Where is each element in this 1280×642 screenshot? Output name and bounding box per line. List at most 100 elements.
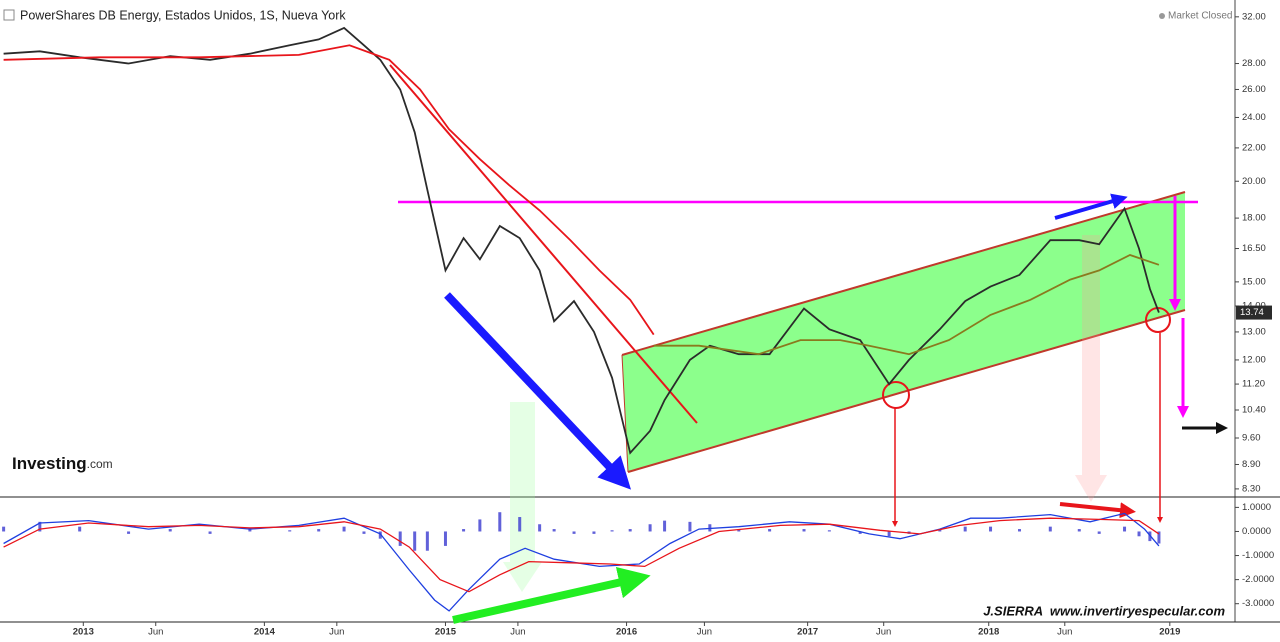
x-tick-label: 2013 <box>73 627 94 638</box>
y-tick-label: 22.00 <box>1242 142 1266 153</box>
faded-arrow <box>510 402 535 562</box>
logo-text: Investing <box>12 454 87 473</box>
histogram-bar <box>572 531 576 534</box>
channel-line <box>621 191 1186 356</box>
last-price-tag <box>1236 305 1272 320</box>
histogram-bar <box>425 531 429 551</box>
y-tick-label: 12.00 <box>1242 354 1266 365</box>
logo: Investing.com <box>12 454 113 473</box>
series-line <box>3 512 1160 612</box>
y-tick-label: 0.0000 <box>1242 526 1271 537</box>
histogram-bar <box>768 529 772 532</box>
x-tick-label: Jun <box>697 627 712 638</box>
y-tick-label: 28.00 <box>1242 58 1266 69</box>
x-tick-label: 2017 <box>797 627 818 638</box>
series-line <box>3 26 1160 455</box>
histogram-bar <box>478 519 482 532</box>
status-dot <box>1159 13 1165 19</box>
y-tick-label: 16.50 <box>1242 243 1266 254</box>
histogram-bar <box>342 526 346 532</box>
y-tick-label: 15.00 <box>1242 276 1266 287</box>
y-tick-label: 10.40 <box>1242 405 1266 416</box>
x-tick-label: Jun <box>329 627 344 638</box>
histogram-bar <box>443 531 447 546</box>
histogram-bar <box>989 526 993 532</box>
histogram-bar <box>38 521 42 532</box>
highlight-circle <box>882 381 910 409</box>
histogram-bar <box>398 531 402 546</box>
faded-arrow <box>503 562 542 592</box>
chart-title: PowerShares DB Energy, Estados Unidos, 1… <box>20 8 346 22</box>
histogram-bar <box>2 526 6 532</box>
histogram-bar <box>538 524 542 532</box>
x-tick-label: 2016 <box>616 627 637 638</box>
histogram-bar <box>610 530 614 532</box>
histogram-bar <box>362 531 366 534</box>
histogram-bar <box>688 521 692 532</box>
last-price-label: 13.74 <box>1240 307 1264 318</box>
collapse-icon[interactable] <box>3 9 15 21</box>
y-tick-label: 32.00 <box>1242 11 1266 22</box>
x-tick-label: 2014 <box>254 627 276 638</box>
histogram-bar <box>1157 531 1161 544</box>
histogram-bar <box>248 529 252 532</box>
x-tick-label: 2019 <box>1159 627 1180 638</box>
channel-line <box>621 354 629 473</box>
histogram-bar <box>552 529 556 532</box>
x-tick-label: Jun <box>510 627 525 638</box>
arrow <box>1059 502 1136 519</box>
market-status: Market Closed <box>1168 11 1232 22</box>
series-line <box>3 517 1160 593</box>
arrow <box>444 292 631 490</box>
histogram-bar <box>518 517 522 532</box>
faded-arrow <box>1082 235 1100 475</box>
histogram-bar <box>1123 526 1127 532</box>
trend-line <box>389 64 698 424</box>
histogram-bar <box>168 529 172 532</box>
channel-line <box>627 309 1186 473</box>
x-tick-label: Jun <box>1057 627 1072 638</box>
y-tick-label: 18.00 <box>1242 213 1266 224</box>
histogram-bar <box>288 530 292 532</box>
x-tick-label: Jun <box>876 627 891 638</box>
histogram-bar <box>1048 526 1052 532</box>
y-tick-label: 1.0000 <box>1242 502 1271 513</box>
channel <box>622 192 1185 472</box>
histogram-bar <box>317 529 321 532</box>
y-tick-label: 24.00 <box>1242 112 1266 123</box>
histogram-bar <box>887 531 891 537</box>
histogram-bar <box>592 531 596 534</box>
histogram-bar <box>737 529 741 532</box>
histogram-bar <box>1018 529 1022 532</box>
histogram-bar <box>378 531 382 539</box>
logo-suffix: .com <box>87 457 113 471</box>
histogram-bar <box>963 526 967 532</box>
histogram-bar <box>462 529 466 532</box>
x-tick-label: 2015 <box>435 627 457 638</box>
histogram-bar <box>127 531 131 534</box>
x-tick-label: 2018 <box>978 627 999 638</box>
y-tick-label: 8.90 <box>1242 459 1261 470</box>
histogram-bar <box>498 512 502 532</box>
histogram-bar <box>663 520 667 532</box>
histogram-bar <box>628 529 632 532</box>
y-tick-label: -1.0000 <box>1242 550 1274 561</box>
histogram-bar <box>413 531 417 551</box>
y-tick-label: 8.30 <box>1242 483 1261 494</box>
histogram-bar <box>78 526 82 532</box>
histogram-bar <box>1137 531 1141 537</box>
series-line <box>3 44 655 336</box>
credit: J.SIERRA www.invertiryespecular.com <box>983 603 1225 618</box>
histogram-bar <box>1077 529 1081 532</box>
histogram-bar <box>648 524 652 532</box>
y-tick-label: 11.20 <box>1242 379 1265 390</box>
x-tick-label: Jun <box>148 627 163 638</box>
y-tick-label: 20.00 <box>1242 176 1266 187</box>
faded-arrow <box>1075 475 1107 502</box>
y-tick-label: 26.00 <box>1242 84 1266 95</box>
histogram-bar <box>802 529 806 532</box>
histogram-bar <box>827 530 831 532</box>
histogram-bar <box>1097 531 1101 534</box>
y-tick-label: -3.0000 <box>1242 598 1274 609</box>
